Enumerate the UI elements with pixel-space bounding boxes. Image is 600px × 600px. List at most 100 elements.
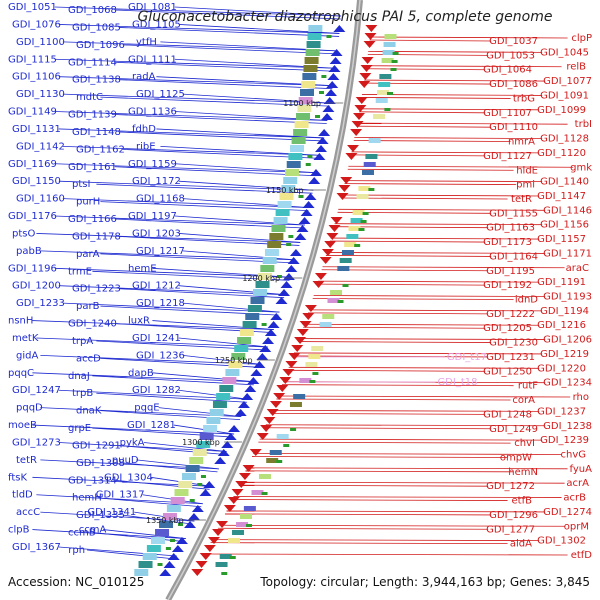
gene-label[interactable]: GDI_1105	[132, 19, 181, 30]
gene-label[interactable]: nmrA	[508, 137, 535, 148]
gene-label[interactable]: pqqD	[16, 403, 43, 414]
gene-label[interactable]: GDI_1203	[132, 228, 181, 239]
gene-label[interactable]: pqqC	[8, 368, 34, 379]
gene-label[interactable]: GDI_1217	[136, 246, 185, 257]
gene-label[interactable]: moeB	[8, 420, 37, 431]
gene-label[interactable]: clpB	[8, 525, 30, 536]
gene-label[interactable]: GDI_1128	[540, 134, 589, 145]
gene-label[interactable]: GDI_1314	[68, 475, 117, 486]
gene-label[interactable]: GDI_1160	[16, 194, 65, 205]
gene-label[interactable]: pabB	[16, 246, 42, 257]
gene-label[interactable]: GDI_1176	[8, 211, 57, 222]
gene-label[interactable]: hemH	[72, 493, 102, 504]
gene-label[interactable]: ccmB	[68, 528, 96, 539]
gene-label[interactable]: GDI_1155	[489, 208, 538, 219]
gene-label[interactable]: ompW	[500, 452, 532, 463]
gene-label[interactable]: GDI_1302	[537, 536, 586, 547]
gene-label[interactable]: GDI_1131	[12, 124, 61, 135]
gene-label[interactable]: GDI_1367	[12, 542, 61, 553]
gene-label[interactable]: GDI_1110	[489, 122, 538, 133]
gene-label[interactable]: acrA	[566, 478, 589, 489]
gene-label[interactable]: GDI_1156	[540, 220, 589, 231]
gene-label[interactable]: GDI_1077	[543, 76, 592, 87]
gene-label[interactable]: chvG	[560, 449, 586, 460]
gene-label[interactable]: mdtC	[76, 92, 103, 103]
gene-label[interactable]: GDI_1164	[489, 251, 538, 262]
gene-label[interactable]: ptsO	[12, 228, 35, 239]
gene-label[interactable]: GDI_1085	[72, 22, 121, 33]
gene-label[interactable]: GDI_1212	[132, 281, 181, 292]
gene-label[interactable]: GDI_1296	[489, 510, 538, 521]
gene-label[interactable]: GDI_1234	[543, 378, 592, 389]
gene-label[interactable]: trbI	[575, 119, 592, 130]
gene-label[interactable]: gmk	[570, 162, 592, 173]
gene-label[interactable]: grpE	[68, 423, 91, 434]
gene-label[interactable]: GDI_1237	[537, 406, 586, 417]
gene-label[interactable]: tldD	[12, 490, 33, 501]
gene-label[interactable]: luxR	[128, 316, 150, 327]
gene-label[interactable]: GDI_1308	[76, 458, 125, 469]
gene-label[interactable]: GDI_1230	[489, 338, 538, 349]
gene-label[interactable]: GDI_1223	[72, 284, 121, 295]
gene-label[interactable]: GDI_1272	[486, 481, 535, 492]
gene-label[interactable]: GDI_1107	[483, 108, 532, 119]
gene-label[interactable]: GDI_1146	[543, 205, 592, 216]
gene-label[interactable]: hemN	[508, 467, 538, 478]
gene-label[interactable]: GDI_1064	[483, 65, 532, 76]
gene-label[interactable]: GDI_1099	[537, 105, 586, 116]
gene-label[interactable]: GDI_1194	[540, 306, 589, 317]
gene-label[interactable]: GDI_1148	[72, 127, 121, 138]
gene-label[interactable]: GDI_1147	[537, 191, 586, 202]
gene-label[interactable]: gidA	[16, 350, 38, 361]
gene-label[interactable]: GDI_1239	[540, 435, 589, 446]
gene-label[interactable]: GDI_1114	[68, 57, 117, 68]
gene-label[interactable]: GDI_1196	[8, 263, 57, 274]
gene-label[interactable]: GDI_1304	[104, 472, 153, 483]
gene-label[interactable]: oprM	[564, 521, 589, 532]
gene-label[interactable]: GDI_1195	[486, 266, 535, 277]
gene-label[interactable]: GDI_1172	[132, 176, 181, 187]
gene-label[interactable]: GDI_1250	[483, 366, 532, 377]
gene-label[interactable]: GDI_1247	[12, 385, 61, 396]
gene-label[interactable]: GDI_1142	[16, 141, 65, 152]
gene-label[interactable]: dnaJ	[68, 371, 90, 382]
gene-label[interactable]: etfB	[512, 496, 533, 507]
gene-label[interactable]: GDI_1081	[128, 2, 177, 13]
gene-label[interactable]: GDI_1205	[483, 323, 532, 334]
gene-label[interactable]: GDI_1150	[12, 176, 61, 187]
gene-label[interactable]: GDI_1173	[483, 237, 532, 248]
gene-label[interactable]: GDI_1200	[12, 281, 61, 292]
gene-label[interactable]: GDI_1241	[132, 333, 181, 344]
gene-label[interactable]: GDI_1317	[96, 490, 145, 501]
gene-label[interactable]: GDI_1281	[127, 420, 176, 431]
gene-label[interactable]: GDI_1076	[12, 19, 61, 30]
gene-label[interactable]: etfD	[571, 550, 593, 561]
gene-label[interactable]: accC	[16, 507, 40, 518]
gene-label[interactable]: nsnH	[8, 316, 33, 327]
gene-label[interactable]: GDI_1218	[136, 298, 185, 309]
gene-label[interactable]: GDI_1192	[483, 280, 532, 291]
gene-label[interactable]: metK	[12, 333, 39, 344]
gene-label[interactable]: hldE	[516, 165, 538, 176]
gene-label[interactable]: GDI_1037	[489, 36, 538, 47]
gene-label[interactable]: GDI_1138	[72, 75, 121, 86]
gene-label[interactable]: GDI_1191	[537, 277, 586, 288]
gene-label[interactable]: tetR	[16, 455, 37, 466]
gene-label[interactable]: GDI_1240	[68, 319, 117, 330]
gene-label[interactable]: dapB	[128, 368, 154, 379]
gene-label[interactable]: GDI_1171	[543, 248, 592, 259]
gene-label[interactable]: GDI_1161	[68, 162, 117, 173]
gene-label[interactable]: pykA	[120, 437, 145, 448]
gene-label[interactable]: purH	[76, 197, 100, 208]
gene-label[interactable]: GDI_1277	[486, 524, 535, 535]
gene-label[interactable]: fdhD	[132, 124, 156, 135]
gene-label[interactable]: ptsI	[72, 179, 90, 190]
gene-label[interactable]: GDI_1130	[16, 89, 65, 100]
gene-label[interactable]: GDI_1233	[16, 298, 65, 309]
gene-label[interactable]: GDI_1231	[486, 352, 535, 363]
gene-label[interactable]: GDI_1136	[128, 107, 177, 118]
gene-label[interactable]: GDI_1219	[540, 349, 589, 360]
gene-label[interactable]: parB	[76, 301, 100, 312]
gene-label[interactable]: GDI_1169	[8, 159, 57, 170]
gene-label[interactable]: GDI_1216	[537, 320, 586, 331]
